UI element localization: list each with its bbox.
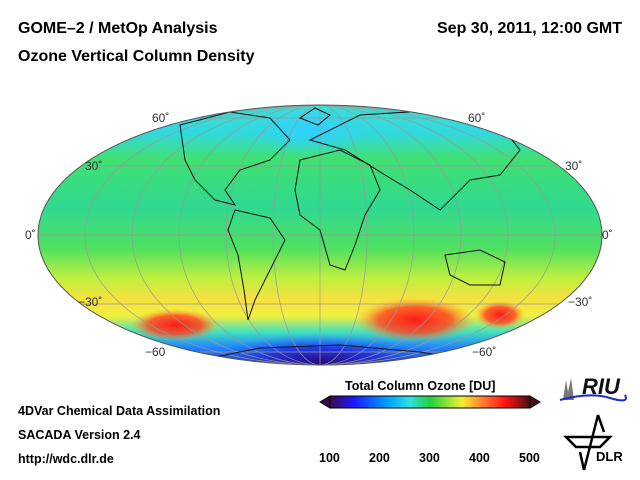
lat-label-left-60: 60˚ xyxy=(152,111,170,125)
riu-logo xyxy=(559,378,627,402)
lat-label-left-m60: −60 xyxy=(145,345,166,359)
map-border xyxy=(37,104,603,366)
footer-line-2: SACADA Version 2.4 xyxy=(18,428,141,442)
colorbar-tick-500: 500 xyxy=(519,451,540,465)
colorbar-title: Total Column Ozone [DU] xyxy=(345,379,496,393)
ozone-field xyxy=(38,105,602,365)
colorbar-tick-400: 400 xyxy=(469,451,490,465)
lat-label-left-0: 0˚ xyxy=(25,228,36,242)
colorbar-low-arrow xyxy=(319,395,331,409)
lat-label-right-m30: −30˚ xyxy=(568,295,593,309)
colorbar-high-arrow xyxy=(529,395,541,409)
lat-label-right-0: 0˚ xyxy=(602,228,613,242)
dlr-logo-text: DLR xyxy=(596,449,623,464)
coastlines xyxy=(179,107,521,363)
figure-subtitle: Ozone Vertical Column Density xyxy=(18,48,255,65)
figure-title: GOME–2 / MetOp Analysis xyxy=(18,20,218,37)
lat-label-right-30: 30˚ xyxy=(565,159,583,173)
colorbar-tick-300: 300 xyxy=(419,451,440,465)
colorbar-ramp xyxy=(329,395,531,409)
footer-line-1: 4DVar Chemical Data Assimilation xyxy=(18,404,221,418)
colorbar-tick-200: 200 xyxy=(369,451,390,465)
colorbar-tick-100: 100 xyxy=(319,451,340,465)
lat-label-right-60: 60˚ xyxy=(468,111,486,125)
footer-url: http://wdc.dlr.de xyxy=(18,452,114,466)
colorbar xyxy=(319,395,541,409)
lat-label-left-m30: −30˚ xyxy=(78,295,103,309)
figure-datetime: Sep 30, 2011, 12:00 GMT xyxy=(437,20,622,37)
lat-label-right-m60: −60˚ xyxy=(472,345,497,359)
dlr-logo xyxy=(562,414,614,471)
riu-logo-text: RIU xyxy=(582,374,620,399)
graticule xyxy=(38,105,602,365)
lat-label-left-30: 30˚ xyxy=(85,159,103,173)
